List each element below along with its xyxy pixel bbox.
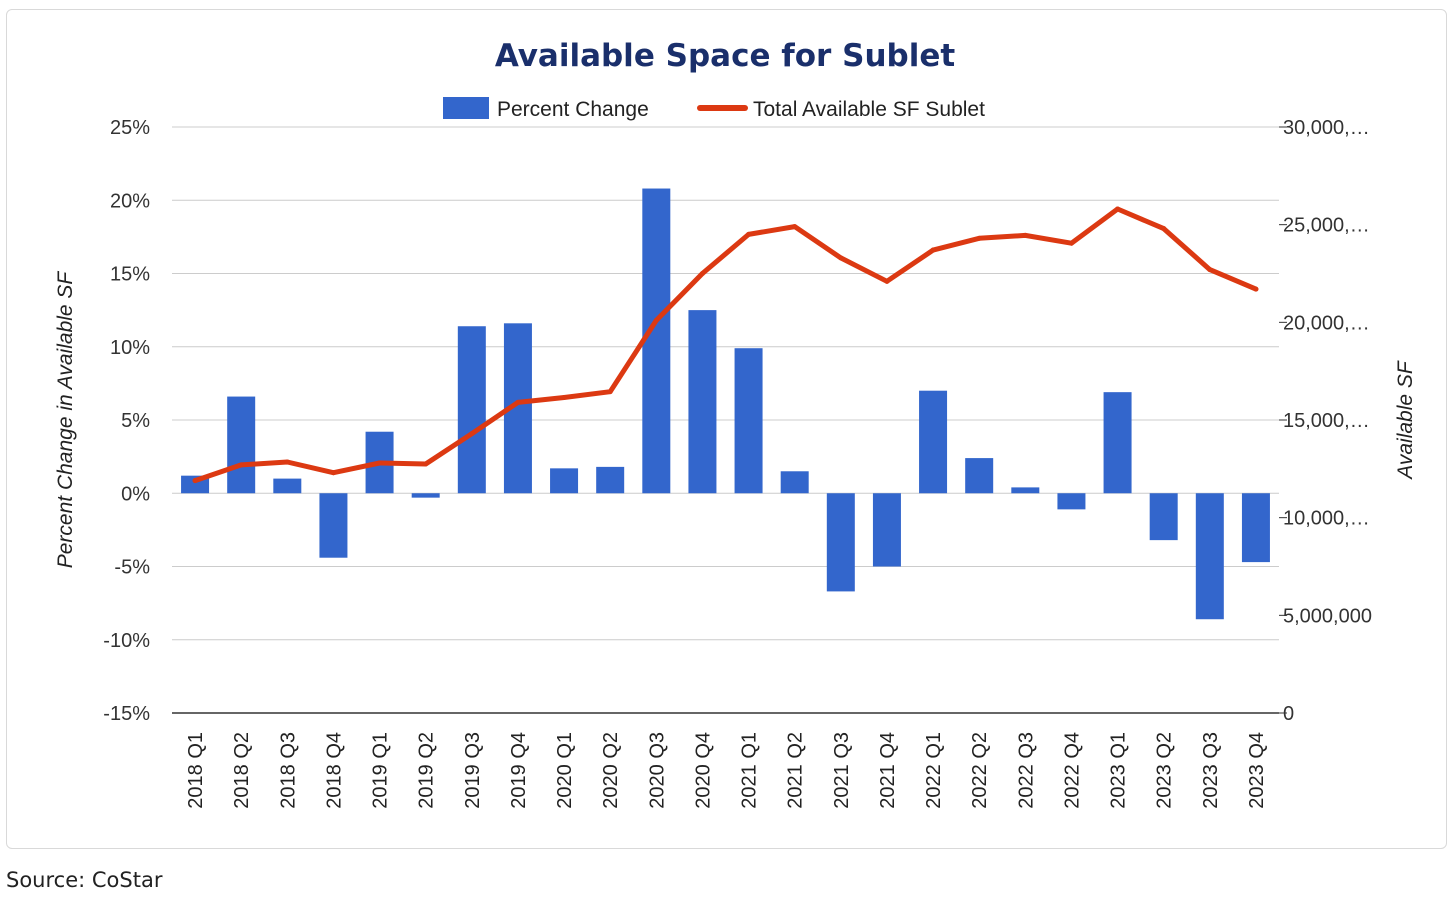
line-point-2019-q1 [377,460,383,466]
x-tick-label: 2023 Q1 [1108,732,1130,809]
x-tick-label: 2022 Q1 [923,732,945,809]
bar-2023-q3 [1195,493,1224,620]
right-tick-label: 25,000,… [1283,215,1370,237]
left-tick-label: 25% [110,117,150,139]
right-axis-title: Available SF [1394,360,1417,481]
line-point-2023-q1 [1115,206,1121,212]
left-tick-label: 0% [121,483,150,505]
x-tick-label: 2019 Q4 [508,732,530,809]
left-tick-label: 5% [121,410,150,432]
left-tick-label: 20% [110,190,150,212]
bar-2018-q4 [319,493,348,558]
line-point-2023-q4 [1253,286,1259,292]
line-point-2018-q2 [238,462,244,468]
x-tick-label: 2018 Q1 [185,732,207,809]
legend-label-percent-change: Percent Change [497,98,649,121]
x-tick-label: 2019 Q2 [416,732,438,809]
bar-2021-q4 [872,493,901,567]
x-tick-label: 2022 Q3 [1015,732,1037,809]
x-tick-label: 2018 Q4 [323,732,345,809]
bar-2022-q4 [1057,493,1086,510]
x-tick-label: 2021 Q1 [739,732,761,809]
line-point-2021-q3 [838,255,844,261]
line-point-2020-q4 [699,271,705,276]
left-tick-label: 10% [110,337,150,359]
x-tick-label: 2021 Q2 [785,732,807,809]
bar-2021-q2 [780,471,809,494]
bar-2020-q4 [688,310,717,494]
bar-2020-q1 [550,468,579,494]
line-point-2019-q3 [469,431,475,437]
x-tick-label: 2020 Q1 [554,732,576,809]
bar-2022-q1 [919,390,948,494]
bar-2023-q1 [1103,392,1132,494]
chart-title: Available Space for Sublet [495,38,956,74]
right-tick-label: 5,000,000 [1283,605,1372,627]
line-point-2023-q3 [1207,267,1213,273]
line-point-2023-q2 [1161,226,1167,232]
right-tick-label: 0 [1283,703,1294,725]
left-axis-title: Percent Change in Available SF [54,271,77,569]
left-tick-label: 15% [110,264,150,286]
x-tick-label: 2020 Q2 [600,732,622,809]
right-tick-label: 30,000,… [1283,117,1370,139]
bar-2021-q1 [734,348,763,494]
bar-2022-q3 [1011,487,1040,494]
line-point-2018-q4 [330,470,336,476]
x-tick-label: 2018 Q3 [277,732,299,809]
bar-2019-q3 [457,326,486,494]
line-point-2019-q4 [515,399,521,405]
right-tick-label: 15,000,… [1283,410,1370,432]
bar-2023-q4 [1241,493,1270,563]
line-point-2020-q2 [607,389,613,395]
bar-2023-q2 [1149,493,1178,541]
bar-2019-q2 [411,493,440,498]
series-line-total-available-sf [192,206,1259,484]
x-tick-label: 2021 Q3 [831,732,853,809]
x-tick-label: 2019 Q1 [370,732,392,809]
x-tick-label: 2023 Q4 [1246,732,1268,809]
bar-2020-q3 [642,188,671,494]
line-point-2021-q1 [746,231,752,237]
x-tick-label: 2020 Q4 [692,732,714,809]
bar-2020-q2 [596,466,625,494]
bar-2022-q2 [965,458,994,494]
x-tick-label: 2023 Q3 [1200,732,1222,809]
x-tick-label: 2020 Q3 [646,732,668,809]
right-tick-label: 10,000,… [1283,508,1370,530]
left-tick-label: -5% [114,557,150,579]
x-tick-label: 2021 Q4 [877,732,899,809]
line-point-2022-q2 [976,235,982,241]
bar-2018-q2 [227,396,256,494]
left-tick-label: -10% [103,630,150,652]
line-point-2019-q2 [423,461,429,467]
x-tick-label: 2023 Q2 [1154,732,1176,809]
line-point-2021-q2 [792,224,798,230]
legend-label-total-available: Total Available SF Sublet [753,98,985,121]
source-note: Source: CoStar [6,868,163,892]
bar-2018-q3 [273,478,302,494]
line-point-2018-q1 [192,478,198,484]
line-point-2021-q4 [884,278,890,284]
line-point-2020-q1 [561,395,567,401]
line-point-2022-q4 [1068,240,1074,246]
x-tick-label: 2022 Q2 [969,732,991,809]
legend-bar-swatch [443,97,489,119]
line-point-2020-q3 [653,317,659,323]
bar-2021-q3 [826,493,855,592]
line-point-2018-q3 [284,459,290,465]
line-point-2022-q3 [1022,232,1028,238]
right-tick-label: 20,000,… [1283,312,1370,334]
x-tick-label: 2018 Q2 [231,732,253,809]
x-tick-label: 2022 Q4 [1061,732,1083,809]
line-point-2022-q1 [930,247,936,253]
x-tick-label: 2019 Q3 [462,732,484,809]
left-tick-label: -15% [103,703,150,725]
